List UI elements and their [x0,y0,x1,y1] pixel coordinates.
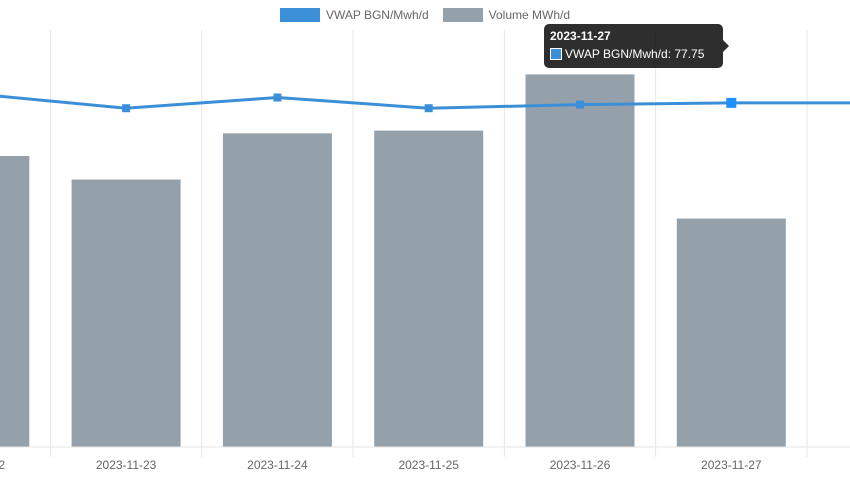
x-tick-label: 2023-11-22 [0,458,5,472]
volume-bars [0,74,786,448]
vwap-point[interactable] [273,93,282,102]
volume-bar[interactable] [0,155,30,448]
volume-bar[interactable] [676,218,786,447]
x-tick-label: 2023-11-27 [701,458,762,472]
x-axis: 2023-11-22 2023-11-23 2023-11-24 2023-11-25… [0,446,850,472]
volume-bar[interactable] [222,133,332,447]
vwap-point[interactable] [576,100,584,109]
x-tick-label: 2023-11-26 [550,458,611,472]
tooltip-text: VWAP BGN/Mwh/d: 77.75 [565,47,705,61]
x-tick-label: 2023-11-23 [96,458,157,472]
legend-swatch-volume [442,8,483,22]
tooltip-caret [723,40,729,52]
tooltip-title: 2023-11-27 [550,29,611,43]
vwap-point[interactable] [726,97,737,108]
volume-bar[interactable] [525,74,635,448]
vwap-point[interactable] [122,104,131,113]
legend-item-vwap[interactable]: VWAP BGN/Mwh/d [279,8,429,22]
x-tick-label: 2023-11-25 [398,458,459,472]
legend-item-volume[interactable]: Volume MWh/d [442,8,571,22]
tooltip: 2023-11-27 VWAP BGN/Mwh/d: 77.75 [544,24,729,68]
legend-label-vwap: VWAP BGN/Mwh/d [325,8,429,22]
legend: VWAP BGN/Mwh/d Volume MWh/d [0,8,850,22]
grid [49,30,808,447]
legend-label-volume: Volume MWh/d [488,8,571,22]
volume-bar[interactable] [71,179,181,447]
x-tick-label: 2023-11-24 [247,458,308,472]
tooltip-swatch [550,48,562,60]
volume-bar[interactable] [374,130,484,447]
tooltip-row: VWAP BGN/Mwh/d: 77.75 [550,47,717,61]
vwap-line [0,93,850,113]
legend-swatch-vwap [279,8,320,22]
vwap-point[interactable] [424,104,433,113]
